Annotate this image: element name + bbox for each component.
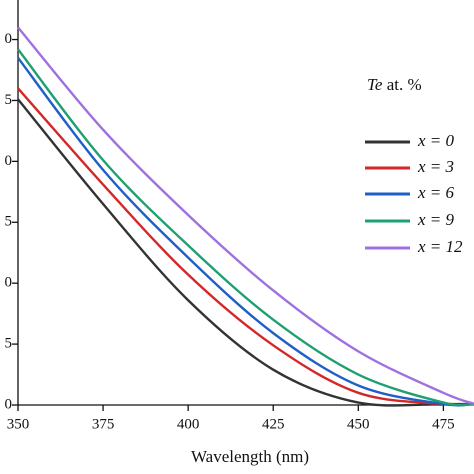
y-tick-label: 5 (5, 336, 13, 352)
x-tick-label: 475 (432, 416, 455, 432)
legend-label: x = 12 (417, 237, 463, 256)
legend-title-italic: Te (367, 75, 383, 94)
legend-label: x = 9 (417, 210, 455, 229)
y-tick-label: 5 (5, 92, 13, 108)
x-tick-label: 425 (262, 416, 285, 432)
y-tick-label: 0 (5, 31, 13, 47)
y-tick-label: 0 (5, 396, 13, 412)
y-tick-label: 0 (5, 153, 13, 169)
legend-label: x = 3 (417, 157, 454, 176)
series-line (17, 98, 474, 407)
x-tick-label: 375 (92, 416, 115, 432)
x-tick-label: 450 (347, 416, 370, 432)
x-axis-label: Wavelength (nm) (191, 447, 309, 466)
series-line (17, 26, 474, 405)
series-line (17, 48, 474, 407)
y-tick-label: 5 (5, 214, 13, 230)
series-line (17, 57, 474, 407)
legend-title: Te at. % (367, 75, 422, 94)
legend-label: x = 0 (417, 131, 455, 150)
legend-label: x = 6 (417, 183, 455, 202)
x-tick-label: 350 (7, 416, 30, 432)
x-tick-label: 400 (177, 416, 200, 432)
legend-title-rest: at. % (387, 75, 422, 94)
y-tick-label: 0 (5, 275, 13, 291)
